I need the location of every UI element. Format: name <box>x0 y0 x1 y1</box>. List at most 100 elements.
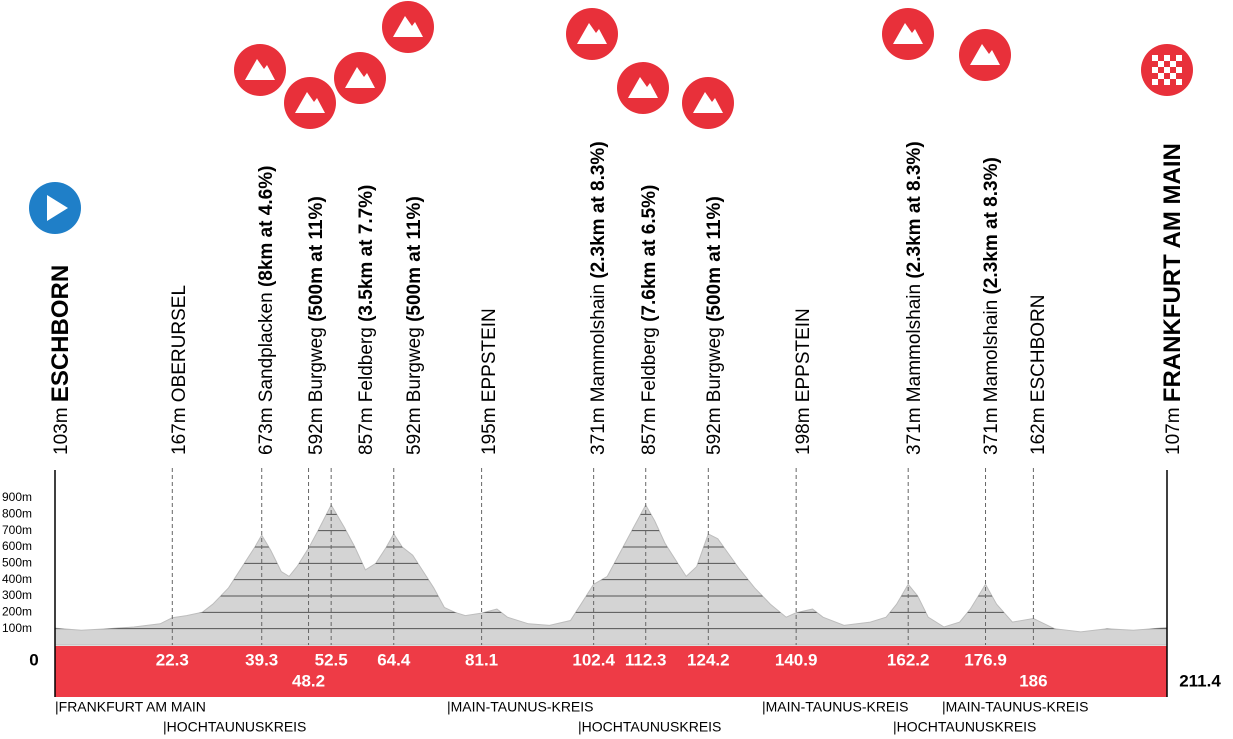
waypoint-label: 857m Feldberg (3.5km at 7.7%) <box>356 185 377 455</box>
km-label: 211.4 <box>1179 671 1221 690</box>
km-label: 162.2 <box>887 650 930 669</box>
y-tick-label: 800m <box>2 507 32 521</box>
waypoint-altitude: 371m <box>904 407 925 455</box>
waypoint-altitude: 107m <box>1163 407 1184 455</box>
finish-check <box>1152 79 1158 85</box>
waypoint-altitude: 167m <box>169 407 190 455</box>
finish-check <box>1176 67 1182 73</box>
elevation-area <box>54 503 1168 646</box>
climb-detail: (7.6km at 6.5%) <box>639 185 660 322</box>
waypoint-label: 162m ESCHBORN <box>1028 295 1049 456</box>
waypoint-label: 103m ESCHBORN <box>47 265 74 455</box>
waypoint-altitude: 673m <box>256 407 277 455</box>
climb-detail: (8km at 4.6%) <box>256 166 277 287</box>
climb-mountain <box>345 67 375 88</box>
climb-mountain <box>893 23 923 44</box>
km-label: 52.5 <box>315 650 348 669</box>
region-label: |HOCHTAUNUSKREIS <box>578 719 721 735</box>
finish-check <box>1164 79 1170 85</box>
waypoint-label: 673m Sandplacken (8km at 4.6%) <box>256 166 277 455</box>
region-label: |MAIN-TAUNUS-KREIS <box>762 699 909 715</box>
waypoint-altitude: 371m <box>981 407 1002 455</box>
finish-check <box>1164 67 1170 73</box>
y-tick-label: 300m <box>2 588 32 602</box>
climb-detail: (500m at 11%) <box>306 196 327 322</box>
y-tick-label: 700m <box>2 523 32 537</box>
climb-mountain <box>628 77 658 98</box>
waypoint-name: Sandplacken <box>256 292 277 402</box>
climb-detail: (3.5km at 7.7%) <box>356 185 377 322</box>
waypoint-name: Feldberg <box>356 327 377 402</box>
y-tick-label: 400m <box>2 572 32 586</box>
finish-check <box>1152 55 1158 61</box>
waypoint-name: EPPSTEIN <box>479 308 500 402</box>
waypoint-name: FRANKFURT AM MAIN <box>1159 143 1186 402</box>
waypoint-name: ESCHBORN <box>1028 295 1049 403</box>
waypoint-altitude: 592m <box>404 407 425 455</box>
waypoint-name: Mamolshain <box>981 300 1002 402</box>
waypoint-altitude: 592m <box>306 407 327 455</box>
km-label: 102.4 <box>572 650 615 669</box>
climb-detail: (500m at 11%) <box>704 196 725 322</box>
finish-check <box>1152 67 1158 73</box>
waypoint-altitude: 103m <box>51 407 72 455</box>
km-label: 64.4 <box>377 650 411 669</box>
y-tick-label: 200m <box>2 605 32 619</box>
waypoint-altitude: 162m <box>1028 407 1049 455</box>
finish-check <box>1170 73 1176 79</box>
waypoint-label: 857m Feldberg (7.6km at 6.5%) <box>639 185 660 455</box>
waypoint-name: Burgweg <box>306 327 327 402</box>
waypoint-name: Burgweg <box>704 327 725 402</box>
climb-mountain <box>970 44 1000 65</box>
finish-check <box>1176 55 1182 61</box>
region-label: |MAIN-TAUNUS-KREIS <box>447 699 594 715</box>
waypoint-label: 195m EPPSTEIN <box>479 308 500 455</box>
km-label: 81.1 <box>465 650 498 669</box>
km-label: 140.9 <box>775 650 818 669</box>
climb-detail: (500m at 11%) <box>404 196 425 322</box>
climb-detail: (2.3km at 8.3%) <box>904 141 925 278</box>
finish-check <box>1158 61 1164 67</box>
waypoint-label: 592m Burgweg (500m at 11%) <box>404 196 425 455</box>
climb-mountain <box>245 59 275 80</box>
finish-check <box>1170 61 1176 67</box>
km-label: 48.2 <box>292 671 325 690</box>
waypoint-name: OBERURSEL <box>169 285 190 402</box>
climb-mountain <box>393 16 423 37</box>
waypoint-altitude: 592m <box>704 407 725 455</box>
y-tick-label: 900m <box>2 490 32 504</box>
waypoint-name: EPPSTEIN <box>793 308 814 402</box>
waypoint-altitude: 198m <box>793 407 814 455</box>
climb-detail: (2.3km at 8.3%) <box>588 141 609 278</box>
km-label: 186 <box>1019 671 1047 690</box>
km-label: 0 <box>29 650 38 669</box>
finish-check <box>1164 55 1170 61</box>
waypoint-name: Burgweg <box>404 327 425 402</box>
km-label: 22.3 <box>156 650 189 669</box>
waypoint-altitude: 857m <box>639 407 660 455</box>
y-tick-label: 500m <box>2 556 32 570</box>
y-tick-label: 100m <box>2 621 32 635</box>
y-tick-label: 600m <box>2 539 32 553</box>
waypoint-altitude: 371m <box>588 407 609 455</box>
waypoint-name: Mammolshain <box>588 284 609 402</box>
waypoint-label: 592m Burgweg (500m at 11%) <box>306 196 327 455</box>
region-label: |HOCHTAUNUSKREIS <box>163 719 306 735</box>
km-label: 112.3 <box>625 650 667 669</box>
region-label: |HOCHTAUNUSKREIS <box>893 719 1036 735</box>
waypoint-name: Mammolshain <box>904 284 925 402</box>
region-label: |MAIN-TAUNUS-KREIS <box>942 699 1089 715</box>
climb-mountain <box>295 92 325 113</box>
waypoint-label: 371m Mammolshain (2.3km at 8.3%) <box>588 141 609 455</box>
climb-mountain <box>693 92 723 113</box>
climb-mountain <box>577 23 607 44</box>
region-label: |FRANKFURT AM MAIN <box>55 699 206 715</box>
finish-check <box>1158 73 1164 79</box>
climb-detail: (2.3km at 8.3%) <box>981 157 1002 294</box>
waypoint-name: Feldberg <box>639 327 660 402</box>
waypoint-label: 107m FRANKFURT AM MAIN <box>1159 143 1186 455</box>
waypoint-altitude: 857m <box>356 407 377 455</box>
waypoint-label: 198m EPPSTEIN <box>793 308 814 455</box>
waypoint-label: 592m Burgweg (500m at 11%) <box>704 196 725 455</box>
